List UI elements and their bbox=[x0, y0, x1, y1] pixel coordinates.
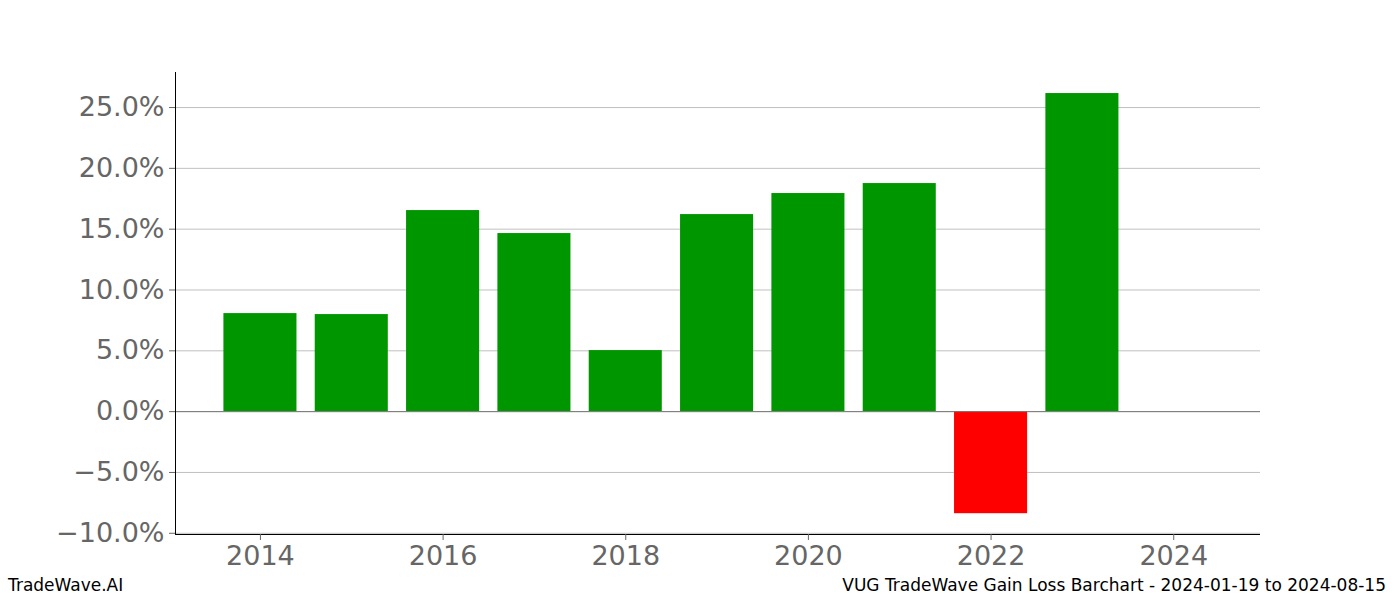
svg-text:−5.0%: −5.0% bbox=[73, 456, 164, 487]
svg-text:2024: 2024 bbox=[1139, 540, 1208, 570]
svg-text:2014: 2014 bbox=[226, 540, 295, 570]
svg-text:5.0%: 5.0% bbox=[96, 334, 165, 365]
svg-text:25.0%: 25.0% bbox=[79, 91, 165, 122]
svg-text:2020: 2020 bbox=[774, 540, 843, 570]
svg-text:0.0%: 0.0% bbox=[96, 395, 165, 426]
svg-text:−10.0%: −10.0% bbox=[56, 517, 164, 548]
svg-text:10.0%: 10.0% bbox=[79, 274, 165, 305]
html-text:VUG TradeWave Gain Loss Barcha: VUG TradeWave Gain Loss Barchart - 2024-… bbox=[842, 575, 1386, 595]
html-text:TradeWave.AI: TradeWave.AI bbox=[8, 575, 124, 595]
svg-text:20.0%: 20.0% bbox=[79, 152, 165, 183]
svg-text:2016: 2016 bbox=[409, 540, 478, 570]
svg-text:2018: 2018 bbox=[591, 540, 660, 570]
svg-text:2022: 2022 bbox=[957, 540, 1026, 570]
svg-text:15.0%: 15.0% bbox=[79, 213, 165, 244]
